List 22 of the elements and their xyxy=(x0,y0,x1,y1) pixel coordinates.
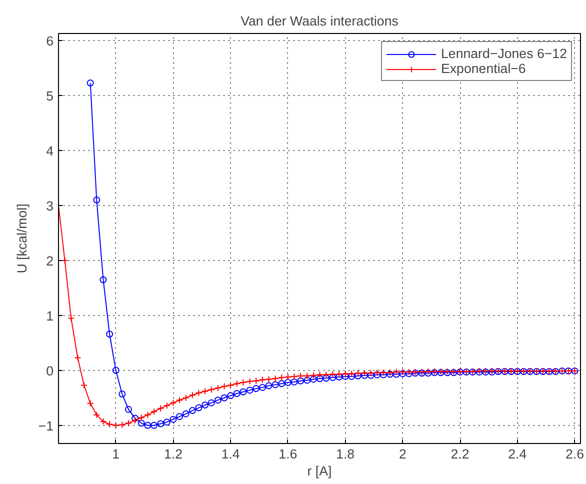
x-tick-label: 1.4 xyxy=(221,446,240,462)
legend-label: Exponential−6 xyxy=(441,61,526,76)
y-tick-label: 1 xyxy=(46,308,54,324)
x-tick-label: 1.6 xyxy=(278,446,298,462)
y-tick-label: −1 xyxy=(38,418,54,434)
y-tick-label: 3 xyxy=(46,198,54,214)
x-axis-title: r [A] xyxy=(307,464,332,478)
chart-title: Van der Waals interactions xyxy=(240,14,399,28)
y-tick-label: 6 xyxy=(46,34,54,49)
x-tick-label: 1.8 xyxy=(336,446,355,462)
legend-label: Lennard−Jones 6−12 xyxy=(441,46,567,61)
x-tick-label: 2.6 xyxy=(566,446,584,462)
y-tick-label: 2 xyxy=(46,253,54,268)
x-tick-label: 2.2 xyxy=(450,446,470,462)
y-axis-title: U [kcal/mol] xyxy=(14,204,30,274)
y-tick-label: 4 xyxy=(46,144,54,159)
x-tick-label: 1.2 xyxy=(164,446,182,462)
y-tick-label: 5 xyxy=(46,88,54,104)
x-tick-label: 2 xyxy=(398,446,406,462)
x-tick-label: 2.4 xyxy=(508,446,528,462)
y-tick-label: 0 xyxy=(46,363,54,378)
x-tick-label: 1 xyxy=(112,446,120,462)
